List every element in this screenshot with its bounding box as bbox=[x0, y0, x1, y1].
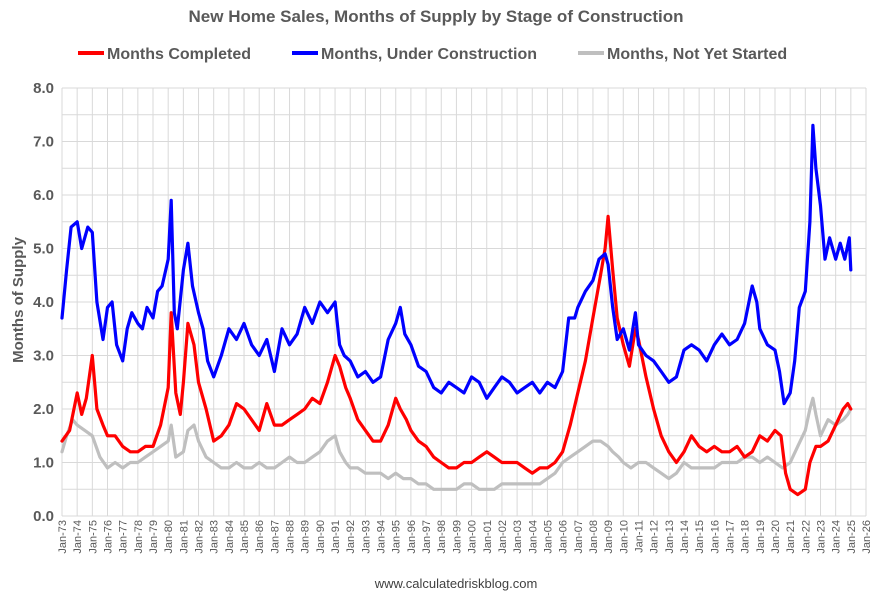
legend-label: Months, Under Construction bbox=[321, 46, 537, 63]
x-tick-label: Jan-77 bbox=[118, 520, 130, 554]
x-tick-label: Jan-80 bbox=[163, 520, 175, 554]
x-tick-label: Jan-89 bbox=[300, 520, 312, 554]
x-tick-label: Jan-95 bbox=[391, 520, 403, 554]
x-tick-label: Jan-99 bbox=[451, 520, 463, 554]
x-tick-label: Jan-97 bbox=[421, 520, 433, 554]
x-tick-label: Jan-20 bbox=[770, 520, 782, 554]
x-tick-label: Jan-87 bbox=[269, 520, 281, 554]
x-tick-label: Jan-84 bbox=[224, 520, 236, 554]
x-tick-label: Jan-13 bbox=[664, 520, 676, 554]
y-tick-label: 3.0 bbox=[33, 348, 54, 365]
series-line-0 bbox=[60, 214, 853, 497]
x-tick-label: Jan-01 bbox=[482, 520, 494, 554]
y-tick-label: 8.0 bbox=[33, 80, 54, 97]
x-tick-label: Jan-04 bbox=[527, 520, 539, 554]
x-tick-label: Jan-96 bbox=[406, 520, 418, 554]
x-tick-label: Jan-18 bbox=[740, 520, 752, 554]
x-tick-label: Jan-85 bbox=[239, 520, 251, 554]
x-tick-label: Jan-92 bbox=[345, 520, 357, 554]
y-tick-label: 4.0 bbox=[33, 294, 54, 311]
series-line-2 bbox=[60, 396, 853, 491]
x-tick-label: Jan-12 bbox=[649, 520, 661, 554]
y-tick-label: 2.0 bbox=[33, 401, 54, 418]
x-tick-label: Jan-26 bbox=[861, 520, 873, 554]
y-tick-label: 5.0 bbox=[33, 241, 54, 258]
x-tick-label: Jan-88 bbox=[285, 520, 297, 554]
x-tick-label: Jan-07 bbox=[573, 520, 585, 554]
x-tick-label: Jan-21 bbox=[785, 520, 797, 554]
x-axis-ticks: Jan-73 Jan-74 Jan-75 Jan-76 Jan-77 Jan-78 Jan-… bbox=[57, 520, 873, 554]
legend-label: Months Completed bbox=[107, 46, 251, 63]
y-tick-label: 7.0 bbox=[33, 134, 54, 151]
x-tick-label: Jan-22 bbox=[800, 520, 812, 554]
y-axis-label: Months of Supply bbox=[10, 236, 27, 362]
x-tick-label: Jan-23 bbox=[815, 520, 827, 554]
x-tick-label: Jan-19 bbox=[755, 520, 767, 554]
x-tick-label: Jan-93 bbox=[360, 520, 372, 554]
x-tick-label: Jan-05 bbox=[542, 520, 554, 554]
x-tick-label: Jan-78 bbox=[133, 520, 145, 554]
x-tick-label: Jan-17 bbox=[724, 520, 736, 554]
x-tick-label: Jan-11 bbox=[633, 520, 645, 553]
x-tick-label: Jan-83 bbox=[209, 520, 221, 554]
x-tick-label: Jan-24 bbox=[831, 520, 843, 554]
x-tick-label: Jan-79 bbox=[148, 520, 160, 554]
x-tick-label: Jan-08 bbox=[588, 520, 600, 554]
x-tick-label: Jan-15 bbox=[694, 520, 706, 554]
legend: Months Completed Months, Under Constructi… bbox=[78, 46, 787, 63]
x-tick-label: Jan-16 bbox=[709, 520, 721, 554]
x-tick-label: Jan-75 bbox=[87, 520, 99, 554]
x-tick-label: Jan-14 bbox=[679, 520, 691, 554]
chart-title: New Home Sales, Months of Supply by Stag… bbox=[189, 7, 684, 26]
x-tick-label: Jan-94 bbox=[376, 520, 388, 554]
x-tick-label: Jan-81 bbox=[178, 520, 190, 554]
series-line-1 bbox=[60, 123, 853, 406]
x-tick-label: Jan-25 bbox=[846, 520, 858, 554]
x-tick-label: Jan-86 bbox=[254, 520, 266, 554]
x-tick-label: Jan-06 bbox=[558, 520, 570, 554]
x-tick-label: Jan-09 bbox=[603, 520, 615, 554]
x-tick-label: Jan-76 bbox=[103, 520, 115, 554]
source-credit: www.calculatedriskblog.com bbox=[374, 576, 538, 591]
y-tick-label: 1.0 bbox=[33, 455, 54, 472]
x-tick-label: Jan-02 bbox=[497, 520, 509, 554]
x-tick-label: Jan-73 bbox=[57, 520, 69, 554]
x-tick-label: Jan-91 bbox=[330, 520, 342, 554]
y-axis-ticks: 0.0 1.0 2.0 3.0 4.0 5.0 6.0 7.0 8.0 bbox=[33, 80, 54, 525]
x-tick-label: Jan-00 bbox=[467, 520, 479, 554]
x-tick-label: Jan-03 bbox=[512, 520, 524, 554]
x-tick-label: Jan-90 bbox=[315, 520, 327, 554]
x-tick-label: Jan-82 bbox=[194, 520, 206, 554]
x-tick-label: Jan-98 bbox=[436, 520, 448, 554]
y-tick-label: 6.0 bbox=[33, 187, 54, 204]
x-tick-label: Jan-10 bbox=[618, 520, 630, 554]
y-tick-label: 0.0 bbox=[33, 508, 54, 525]
legend-label: Months, Not Yet Started bbox=[607, 46, 787, 63]
plot-area bbox=[60, 123, 853, 497]
x-tick-label: Jan-74 bbox=[72, 520, 84, 554]
